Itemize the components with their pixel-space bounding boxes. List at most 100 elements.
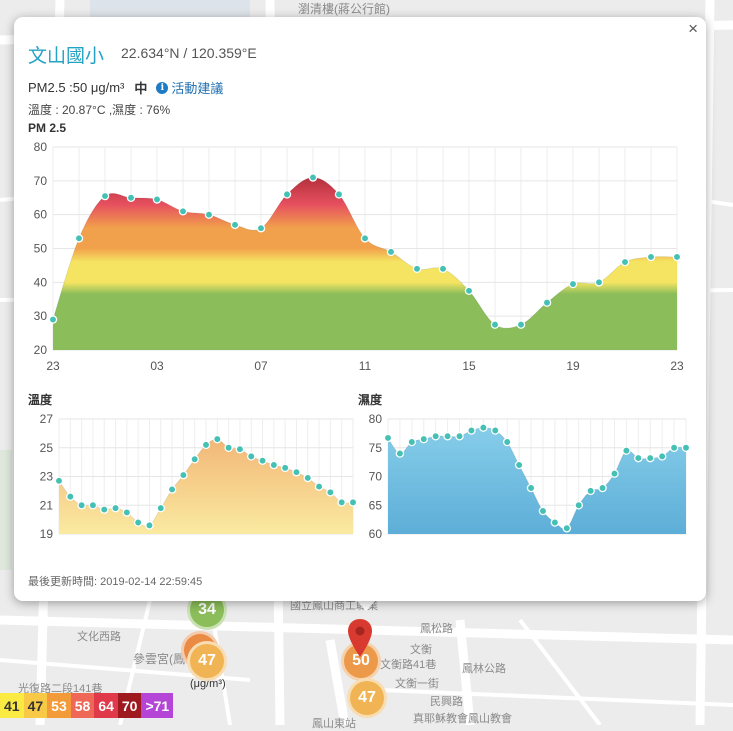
data-point[interactable] (438, 264, 448, 274)
data-point[interactable] (258, 456, 267, 465)
close-icon[interactable]: × (688, 19, 698, 38)
data-point[interactable] (360, 234, 370, 243)
data-point[interactable] (443, 431, 452, 441)
data-point[interactable] (514, 460, 524, 470)
data-point[interactable] (646, 252, 656, 262)
data-point[interactable] (224, 443, 233, 453)
data-point[interactable] (645, 453, 655, 463)
activity-advice-link[interactable]: 活動建議 (171, 81, 224, 96)
data-point[interactable] (610, 469, 619, 478)
data-point[interactable] (574, 501, 583, 510)
data-point[interactable] (568, 279, 578, 289)
data-point[interactable] (526, 483, 536, 493)
data-point[interactable] (269, 460, 279, 470)
data-point[interactable] (308, 173, 318, 182)
data-point[interactable] (620, 257, 630, 267)
data-point[interactable] (145, 521, 154, 530)
marker-value: 34 (198, 601, 216, 618)
data-point[interactable] (490, 320, 500, 329)
aqi-marker[interactable]: 47 (187, 641, 227, 681)
data-point[interactable] (594, 278, 604, 287)
data-point[interactable] (66, 492, 75, 501)
data-point[interactable] (542, 298, 552, 307)
data-point[interactable] (126, 193, 136, 203)
data-point[interactable] (386, 247, 396, 257)
data-point[interactable] (419, 434, 429, 444)
x-tick-label: 23 (46, 359, 60, 373)
data-point[interactable] (48, 315, 58, 324)
data-point[interactable] (622, 446, 631, 455)
data-point[interactable] (538, 506, 548, 516)
data-point[interactable] (464, 286, 474, 296)
data-point[interactable] (672, 252, 682, 262)
data-point[interactable] (111, 503, 120, 513)
info-icon[interactable]: i (156, 81, 169, 94)
data-point[interactable] (516, 320, 526, 329)
data-point[interactable] (407, 437, 417, 447)
data-point[interactable] (502, 437, 512, 447)
data-point[interactable] (280, 463, 290, 473)
data-point[interactable] (99, 505, 109, 514)
data-point[interactable] (246, 452, 256, 461)
y-tick-label: 60 (369, 527, 383, 541)
data-point[interactable] (235, 444, 245, 454)
x-tick-label: 07 (254, 359, 268, 373)
y-tick-label: 20 (34, 343, 48, 357)
data-point[interactable] (334, 190, 344, 199)
data-point[interactable] (550, 518, 560, 527)
data-point[interactable] (586, 486, 595, 496)
data-point[interactable] (292, 467, 301, 477)
y-tick-label: 75 (369, 441, 383, 455)
data-point[interactable] (133, 518, 143, 527)
data-point[interactable] (201, 440, 211, 450)
data-point[interactable] (479, 423, 488, 432)
data-point[interactable] (74, 234, 84, 243)
data-point[interactable] (179, 470, 188, 480)
data-point[interactable] (681, 443, 691, 453)
data-point[interactable] (395, 449, 405, 458)
data-point[interactable] (156, 503, 166, 513)
data-point[interactable] (282, 190, 292, 199)
data-point[interactable] (303, 473, 313, 483)
data-point[interactable] (337, 498, 346, 507)
data-point[interactable] (204, 210, 214, 219)
data-point[interactable] (314, 482, 324, 491)
data-point[interactable] (256, 223, 266, 233)
aqi-marker[interactable]: 47 (347, 678, 387, 718)
station-coords: 22.634°N / 120.359°E (121, 45, 257, 61)
data-point[interactable] (412, 264, 422, 274)
data-point[interactable] (348, 498, 357, 507)
pm-summary: PM2.5 :50 μg/m³ 中 i 活動建議 (28, 78, 223, 97)
data-point[interactable] (383, 433, 393, 443)
data-point[interactable] (77, 501, 86, 510)
y-tick-label: 30 (34, 309, 48, 323)
data-point[interactable] (467, 426, 476, 435)
data-point[interactable] (88, 501, 98, 510)
data-point[interactable] (491, 426, 500, 435)
pm-chart-title: PM 2.5 (28, 121, 67, 135)
data-point[interactable] (122, 508, 132, 517)
legend-item: 64 (94, 693, 118, 718)
data-point[interactable] (152, 195, 162, 204)
data-point[interactable] (54, 476, 64, 486)
data-point[interactable] (455, 431, 464, 441)
y-tick-label: 80 (34, 140, 48, 154)
aqi-legend: 41 47 53 58 64 70 >71 (0, 693, 174, 718)
location-pin-icon[interactable] (347, 618, 373, 658)
data-point[interactable] (213, 434, 222, 444)
data-point[interactable] (326, 488, 335, 497)
station-popup: × 文山國小 22.634°N / 120.359°E PM2.5 :50 μg… (14, 17, 706, 601)
data-point[interactable] (431, 431, 440, 441)
y-tick-label: 60 (34, 208, 48, 222)
data-point[interactable] (657, 452, 667, 461)
data-point[interactable] (230, 220, 240, 230)
data-point[interactable] (190, 455, 199, 464)
station-name: 文山國小 (28, 46, 105, 67)
data-point[interactable] (634, 453, 643, 463)
data-point[interactable] (598, 483, 607, 493)
data-point[interactable] (167, 485, 177, 494)
data-point[interactable] (178, 207, 188, 216)
data-point[interactable] (562, 524, 572, 533)
data-point[interactable] (100, 191, 110, 201)
data-point[interactable] (669, 443, 679, 453)
